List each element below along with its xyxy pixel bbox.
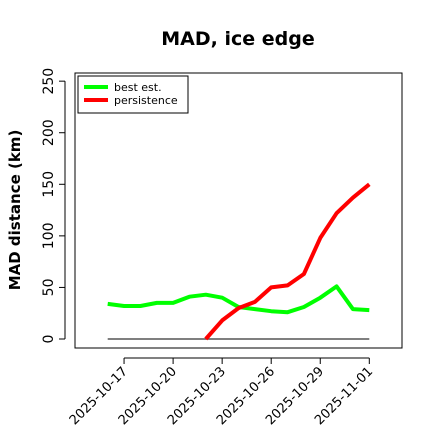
- legend: best est. persistence: [77, 75, 189, 114]
- x-axis: 2025-10-172025-10-202025-10-232025-10-26…: [67, 357, 376, 428]
- y-tick-label: 0: [41, 335, 57, 344]
- y-tick-label: 50: [41, 279, 57, 297]
- plot-frame: [74, 72, 403, 349]
- legend-label-persistence: persistence: [114, 94, 178, 107]
- legend-box: [77, 75, 189, 114]
- series-line-persistence: [204, 182, 371, 341]
- legend-label-best-est: best est.: [114, 81, 162, 94]
- chart-title: MAD, ice edge: [161, 28, 314, 50]
- y-tick-label: 200: [41, 119, 57, 146]
- y-axis: 0 50 100 150 200 250: [41, 68, 66, 344]
- y-tick-label: 250: [41, 68, 57, 95]
- y-tick-label: 100: [41, 222, 57, 249]
- y-tick-label: 150: [41, 171, 57, 198]
- y-axis-label: MAD distance (km): [6, 130, 24, 291]
- series-layer: [107, 182, 371, 341]
